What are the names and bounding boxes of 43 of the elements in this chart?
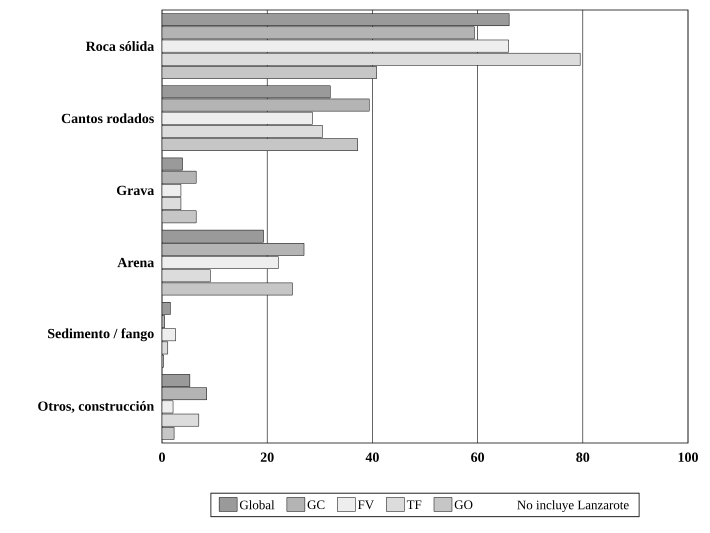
bar <box>162 138 358 151</box>
bar <box>162 66 377 79</box>
bar <box>162 282 293 296</box>
legend-label: FV <box>358 500 374 510</box>
bar <box>162 86 331 98</box>
x-tick-label: 0 <box>159 452 165 462</box>
legend-label: Global <box>240 500 274 510</box>
bar <box>162 256 278 269</box>
text: No incluye Lanzarote <box>517 500 629 512</box>
bar <box>162 170 196 184</box>
bar <box>162 112 313 125</box>
y-tick-label: Cantos rodados <box>62 113 154 124</box>
x-tick-label: 100 <box>678 452 698 462</box>
bar <box>162 210 196 224</box>
y-tick-label: Otros, construcción <box>38 400 154 413</box>
bar <box>162 197 182 210</box>
bar <box>162 387 207 400</box>
x-tick-label: 80 <box>576 452 590 462</box>
bar <box>162 426 174 440</box>
bar <box>162 13 510 26</box>
bar <box>162 26 475 40</box>
y-tick-label: Sedimento / fango <box>48 328 154 342</box>
bar <box>162 374 190 387</box>
bar <box>162 52 580 66</box>
bar <box>162 125 323 138</box>
x-tick-label: 40 <box>366 452 379 462</box>
x-tick-label: 60 <box>471 452 484 462</box>
legend-label: GO <box>454 500 472 510</box>
legend-label: TF <box>406 500 422 509</box>
bar <box>162 269 211 282</box>
bar <box>162 230 264 243</box>
bar <box>162 184 182 197</box>
y-tick-label: Arena <box>117 258 154 268</box>
y-tick-label: Grava <box>116 186 154 196</box>
bar <box>162 158 183 170</box>
x-tick-label: 20 <box>260 452 274 462</box>
y-tick-label: Roca sólida <box>86 41 154 51</box>
legend-label: GC <box>308 500 324 510</box>
bar <box>162 243 304 256</box>
bar <box>162 328 176 341</box>
bar <box>162 40 509 52</box>
bar <box>162 414 200 426</box>
bar <box>162 98 370 112</box>
